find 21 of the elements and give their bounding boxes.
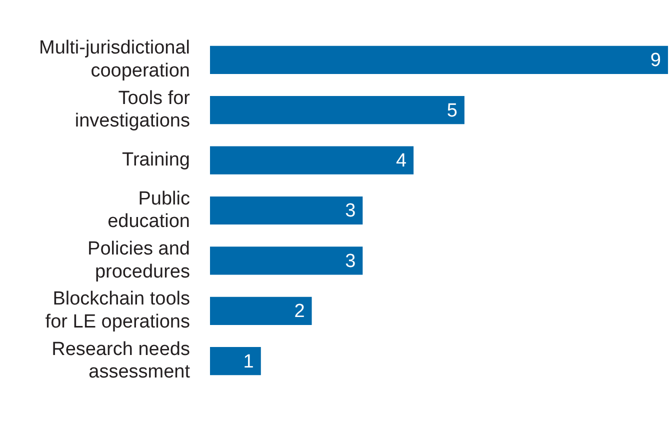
- data-label: 4: [396, 150, 407, 172]
- y-tick-label: Multi-jurisdictional cooperation: [39, 38, 190, 82]
- y-tick-label: Research needs assessment: [52, 338, 191, 383]
- bar: [210, 347, 261, 376]
- data-label: 3: [345, 200, 356, 222]
- y-tick-label: Policies and procedures: [88, 238, 190, 282]
- bar: [210, 196, 363, 225]
- data-label: 1: [243, 351, 254, 372]
- data-label: 3: [345, 250, 356, 272]
- y-tick-label: Training: [122, 150, 190, 171]
- data-label: 9: [650, 50, 661, 72]
- bar: [210, 96, 464, 124]
- y-tick-label: Blockchain tools for LE operations: [45, 288, 190, 333]
- bar: [210, 46, 668, 74]
- data-label: 5: [446, 100, 458, 122]
- y-tick-label: Public education: [108, 188, 190, 232]
- bar: [210, 296, 312, 325]
- bar: [210, 246, 363, 275]
- data-label: 2: [294, 301, 305, 322]
- bar: [210, 146, 414, 174]
- y-tick-label: Tools for investigations: [74, 88, 191, 132]
